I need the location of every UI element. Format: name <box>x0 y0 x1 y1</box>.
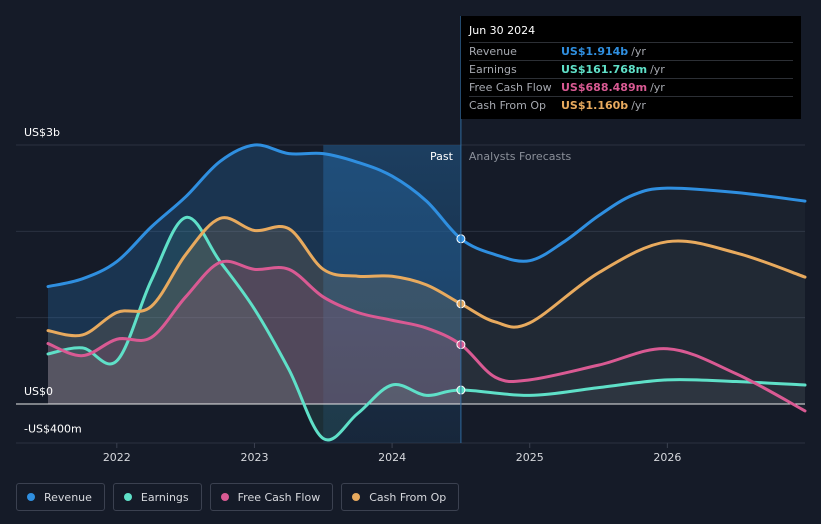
forecast-area-earnings <box>460 379 805 404</box>
tooltip-row-free-cash-flow: Free Cash Flow US$688.489m /yr <box>469 78 793 96</box>
line-earnings <box>46 216 807 442</box>
legend-dot-icon <box>27 493 35 501</box>
x-tick-label: 2025 <box>516 451 544 464</box>
legend-label: Free Cash Flow <box>237 490 321 504</box>
y-tick-label: US$0 <box>24 385 53 398</box>
x-tick-label: 2024 <box>378 451 406 464</box>
tooltip-value: US$1.914b <box>561 45 629 58</box>
chart-legend: Revenue Earnings Free Cash Flow Cash Fro… <box>16 483 460 511</box>
tooltip-value: US$688.489m <box>561 81 648 94</box>
legend-item-free-cash-flow[interactable]: Free Cash Flow <box>209 483 334 511</box>
tooltip-value: US$161.768m <box>561 63 648 76</box>
y-tick-label: -US$400m <box>24 423 82 436</box>
legend-label: Revenue <box>44 490 92 504</box>
legend-item-revenue[interactable]: Revenue <box>16 483 105 511</box>
tooltip-date: Jun 30 2024 <box>469 24 536 37</box>
legend-dot-icon <box>352 493 361 501</box>
tooltip-panel: Jun 30 2024 Revenue US$1.914b /yr Earnin… <box>461 16 801 119</box>
tooltip-label: Cash From Op <box>469 99 547 112</box>
legend-dot-icon <box>220 493 229 501</box>
tooltip-unit: /yr <box>631 45 646 58</box>
tooltip-unit: /yr <box>650 63 665 76</box>
tooltip-label: Earnings <box>469 63 517 76</box>
legend-dot-icon <box>123 493 132 501</box>
tooltip-row-revenue: Revenue US$1.914b /yr <box>469 42 793 60</box>
x-tick-label: 2022 <box>103 451 131 464</box>
legend-item-earnings[interactable]: Earnings <box>112 483 202 511</box>
legend-item-cash-from-op[interactable]: Cash From Op <box>341 483 460 511</box>
tooltip-row-earnings: Earnings US$161.768m /yr <box>469 60 793 78</box>
tooltip-unit: /yr <box>631 99 646 112</box>
legend-label: Earnings <box>140 490 189 504</box>
line-fcf <box>46 259 807 413</box>
area-fcf <box>48 261 461 404</box>
tooltip-label: Revenue <box>469 45 517 58</box>
y-tick-label: US$3b <box>24 126 60 139</box>
tooltip-label: Free Cash Flow <box>469 81 552 94</box>
line-revenue <box>46 143 807 289</box>
tooltip-row-cash-from-op: Cash From Op US$1.160b /yr <box>469 96 793 114</box>
area-earnings <box>48 217 461 440</box>
x-tick-label: 2026 <box>653 451 681 464</box>
legend-label: Cash From Op <box>369 490 447 504</box>
past-label: Past <box>430 150 454 163</box>
tooltip-unit: /yr <box>650 81 665 94</box>
x-tick-label: 2023 <box>240 451 268 464</box>
tooltip-value: US$1.160b <box>561 99 629 112</box>
forecast-label: Analysts Forecasts <box>469 150 572 163</box>
forecast-area-revenue <box>460 188 805 404</box>
line-cfo <box>46 216 807 338</box>
forecast-area-cfo <box>460 240 805 404</box>
